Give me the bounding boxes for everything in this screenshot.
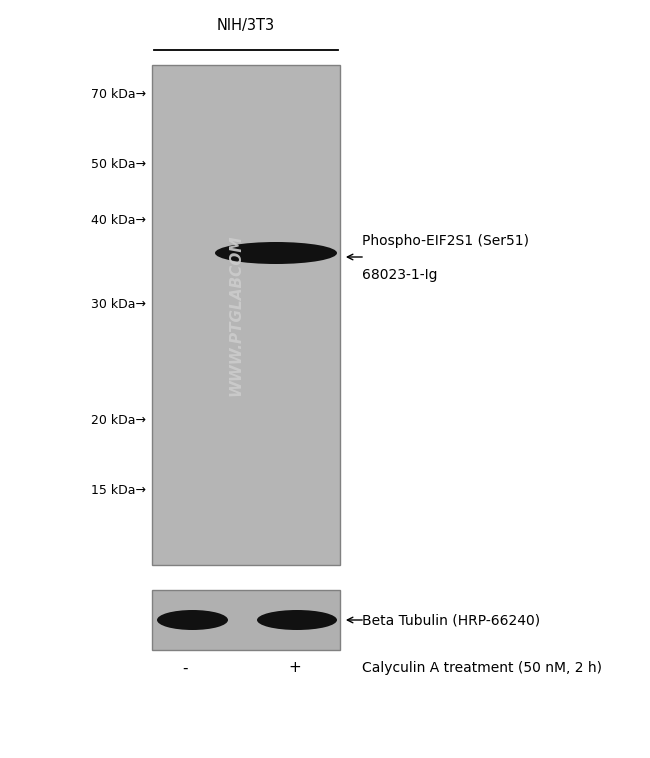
Text: -: - [182, 660, 188, 675]
Ellipse shape [215, 242, 337, 264]
Text: Calyculin A treatment (50 nM, 2 h): Calyculin A treatment (50 nM, 2 h) [362, 661, 602, 675]
Text: 20 kDa→: 20 kDa→ [91, 414, 146, 427]
Text: Beta Tubulin (HRP-66240): Beta Tubulin (HRP-66240) [362, 613, 540, 627]
Text: Phospho-EIF2S1 (Ser51): Phospho-EIF2S1 (Ser51) [362, 234, 529, 248]
Text: 50 kDa→: 50 kDa→ [91, 158, 146, 171]
Text: 40 kDa→: 40 kDa→ [91, 214, 146, 227]
Text: NIH/3T3: NIH/3T3 [217, 18, 275, 33]
Bar [152, 65, 340, 565]
Text: 68023-1-Ig: 68023-1-Ig [362, 268, 437, 282]
Text: 30 kDa→: 30 kDa→ [91, 299, 146, 312]
Ellipse shape [257, 610, 337, 630]
Text: 15 kDa→: 15 kDa→ [91, 484, 146, 496]
Bar [152, 590, 340, 650]
Text: +: + [289, 660, 302, 675]
Ellipse shape [157, 610, 228, 630]
Text: 70 kDa→: 70 kDa→ [91, 89, 146, 102]
Text: WWW.PTGLABCOM: WWW.PTGLABCOM [229, 234, 244, 396]
